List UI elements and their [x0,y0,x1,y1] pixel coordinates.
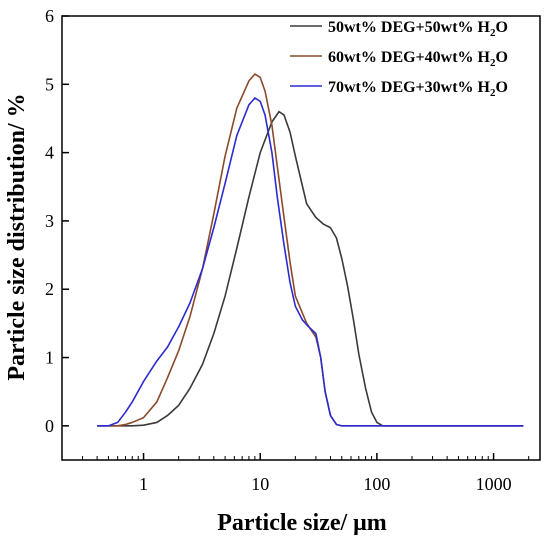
x-tick-label: 1 [139,474,148,494]
y-axis-title: Particle size distribution/ % [4,93,30,380]
x-tick-label: 10 [251,474,269,494]
y-tick-label: 4 [45,143,54,163]
x-axis-title: Particle size/ μm [217,510,387,536]
series-layer [97,73,524,427]
y-tick-label: 2 [45,279,54,299]
legend-label-3: 70wt% DEG+30wt% H2O [328,79,508,99]
y-axis: 0 1 2 3 4 5 6 [45,6,69,436]
y-tick-label: 5 [45,74,54,94]
legend-label-1: 50wt% DEG+50wt% H2O [328,19,508,39]
y-tick-label: 1 [45,348,54,368]
legend: 50wt% DEG+50wt% H2O 60wt% DEG+40wt% H2O 70… [290,19,508,99]
series-line-3 [97,97,524,427]
plot-frame [61,15,541,461]
y-tick-label: 6 [45,6,54,26]
x-axis: 1 10 100 1000 [82,453,530,494]
x-tick-label: 100 [363,474,390,494]
series-line-1 [97,110,524,427]
y-tick-label: 3 [45,211,54,231]
y-tick-label: 0 [45,416,54,436]
series-line-2 [97,73,524,427]
x-tick-label: 1000 [476,474,512,494]
legend-label-2: 60wt% DEG+40wt% H2O [328,49,508,69]
plot-border [61,15,541,461]
